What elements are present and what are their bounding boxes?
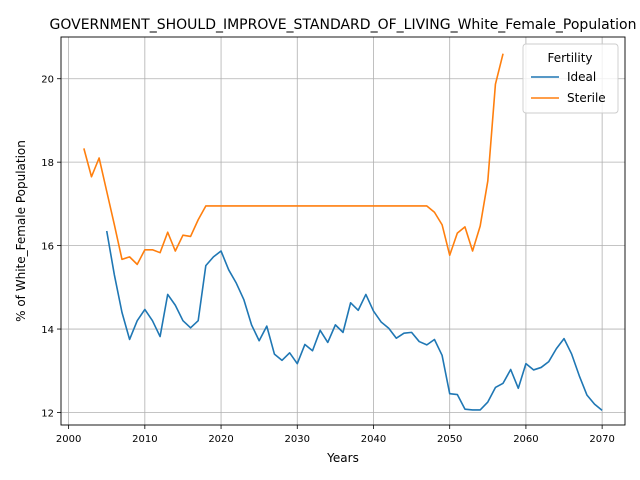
chart-title: GOVERNMENT_SHOULD_IMPROVE_STANDARD_OF_LI… bbox=[50, 17, 637, 33]
legend-box bbox=[522, 43, 619, 114]
y-tick-label: 14 bbox=[41, 325, 54, 336]
x-tick-label: 2020 bbox=[208, 434, 233, 445]
x-tick-label: 2040 bbox=[361, 434, 386, 445]
axis-ticks: 2000 2010 2020 2030 2040 2050 2060 2070 12 14 16 18… bbox=[41, 75, 615, 445]
series-line-sterile bbox=[83, 53, 504, 266]
x-tick-label: 2050 bbox=[437, 434, 462, 445]
y-axis-label: % of White_Female Population bbox=[14, 140, 28, 322]
y-tick-label: 20 bbox=[41, 75, 54, 86]
x-tick-label: 2060 bbox=[513, 434, 538, 445]
y-tick-label: 16 bbox=[41, 242, 54, 253]
legend-label-sterile: Sterile bbox=[567, 91, 606, 105]
x-tick-label: 2010 bbox=[132, 434, 157, 445]
x-tick-label: 2030 bbox=[285, 434, 310, 445]
legend: Fertility Ideal Sterile bbox=[522, 43, 619, 114]
x-tick-label: 2070 bbox=[589, 434, 614, 445]
x-axis-label: Years bbox=[326, 451, 359, 465]
series-lines bbox=[83, 53, 603, 412]
legend-title: Fertility bbox=[547, 51, 592, 65]
legend-label-ideal: Ideal bbox=[567, 70, 596, 84]
x-tick-label: 2000 bbox=[56, 434, 81, 445]
y-tick-label: 12 bbox=[41, 408, 54, 419]
y-tick-label: 18 bbox=[41, 158, 54, 169]
series-line-ideal bbox=[105, 230, 603, 412]
plot-frame bbox=[60, 36, 626, 426]
